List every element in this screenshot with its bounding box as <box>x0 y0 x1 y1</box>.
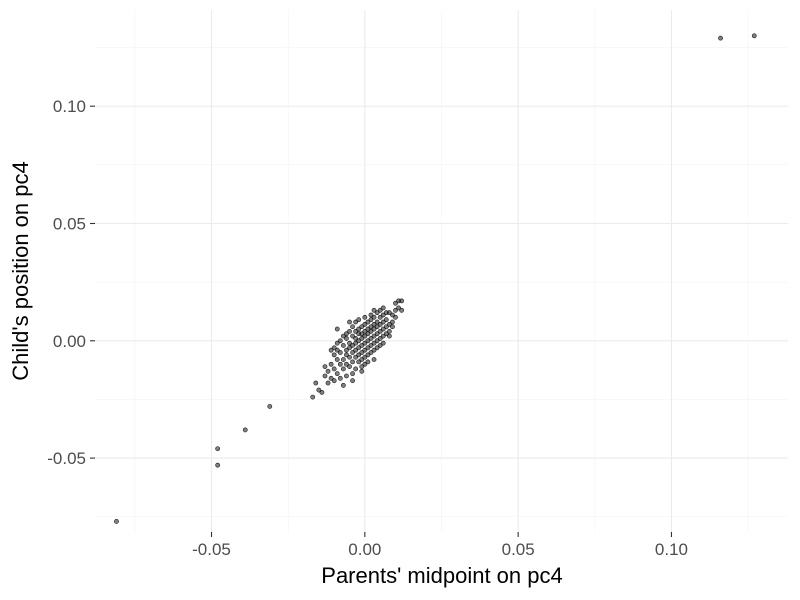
x-tick-label: -0.05 <box>192 540 231 559</box>
x-tick-label: 0.00 <box>348 540 381 559</box>
data-point <box>718 35 723 41</box>
y-tick-label: 0.10 <box>53 97 86 116</box>
data-point <box>350 324 355 330</box>
data-point <box>325 380 331 386</box>
data-point <box>350 359 355 365</box>
data-point <box>380 340 386 346</box>
data-point <box>337 350 343 355</box>
data-points <box>114 33 757 524</box>
data-point <box>393 314 398 320</box>
data-point <box>383 317 389 323</box>
data-point <box>331 378 337 384</box>
data-point <box>322 364 328 370</box>
data-point <box>267 404 273 409</box>
data-point <box>344 336 349 341</box>
data-point <box>371 307 377 313</box>
data-point <box>331 352 337 358</box>
data-point <box>340 366 346 372</box>
data-point <box>399 298 405 304</box>
data-point <box>347 364 352 370</box>
data-point <box>337 375 343 381</box>
data-point <box>380 305 386 311</box>
data-point <box>328 347 334 353</box>
data-point <box>319 390 325 395</box>
x-tick-label: 0.10 <box>655 540 688 559</box>
x-tick-label: 0.05 <box>502 540 535 559</box>
data-point <box>340 382 346 388</box>
data-point <box>368 312 374 318</box>
data-point <box>334 340 340 346</box>
data-point <box>362 314 368 320</box>
data-point <box>350 378 355 384</box>
data-point <box>334 326 340 332</box>
data-point <box>344 373 349 379</box>
data-point <box>386 329 392 334</box>
data-point <box>386 333 392 339</box>
data-point <box>328 361 334 367</box>
data-point <box>383 310 389 316</box>
data-point <box>396 305 401 311</box>
data-point <box>313 380 319 386</box>
y-axis-title: Child's position on pc4 <box>8 161 33 380</box>
data-point <box>344 331 349 337</box>
data-point <box>215 462 221 468</box>
data-point <box>365 359 371 365</box>
data-point <box>334 371 340 377</box>
data-point <box>215 446 221 452</box>
data-point <box>337 361 343 367</box>
axis-ticks: -0.05 0.00 0.05 0.10 -0.05 0.00 0.05 0.10 <box>47 97 688 559</box>
grid-lines <box>95 10 788 532</box>
data-point <box>310 394 316 400</box>
data-point <box>242 427 248 433</box>
data-point <box>325 368 331 374</box>
data-point <box>340 357 346 362</box>
data-point <box>359 368 365 374</box>
data-point <box>340 343 346 348</box>
x-axis-title: Parents' midpoint on pc4 <box>321 563 562 588</box>
data-point <box>331 366 337 372</box>
data-point <box>353 366 359 372</box>
data-point <box>371 357 377 362</box>
data-point <box>350 371 355 377</box>
data-point <box>322 373 328 379</box>
y-tick-label: -0.05 <box>47 449 86 468</box>
data-point <box>334 357 340 362</box>
data-point <box>390 324 395 330</box>
data-point <box>356 317 362 323</box>
data-point <box>347 319 352 325</box>
data-point <box>114 519 119 524</box>
y-tick-label: 0.05 <box>53 214 86 233</box>
data-point <box>347 354 352 360</box>
y-tick-label: 0.00 <box>53 332 86 351</box>
data-point <box>751 33 757 39</box>
data-point <box>390 319 395 325</box>
